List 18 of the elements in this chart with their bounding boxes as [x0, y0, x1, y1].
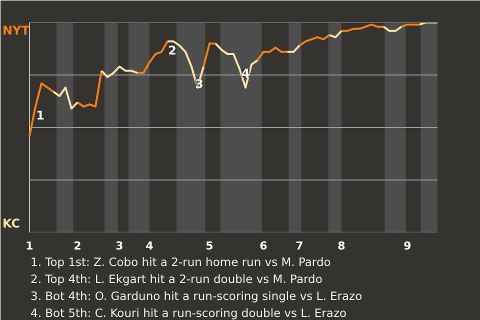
x-tick-label: 9 — [404, 240, 412, 252]
x-tick-label: 8 — [338, 240, 346, 252]
annotation: 3 — [195, 76, 204, 91]
annotation: 2 — [168, 43, 176, 58]
x-tick-label: 7 — [296, 240, 304, 252]
x-tick-label: 3 — [116, 240, 124, 252]
x-tick-label: 2 — [74, 240, 82, 252]
x-tick-label: 5 — [206, 240, 214, 252]
text: 2. Top 4th: L. Ekgart hit a 2-run double vs M. Pardo — [30, 272, 322, 286]
text: 4. Bot 5th: C. Kouri hit a run-scoring double vs L. Erazo — [30, 306, 347, 320]
x-tick-label: 6 — [260, 240, 268, 252]
text: KC — [2, 216, 20, 230]
annotation: 1 — [36, 108, 44, 122]
text: 1. Top 1st: Z. Cobo hit a 2-run home run vs M. Pardo — [30, 255, 331, 269]
annotation: 4 — [241, 66, 250, 80]
x-tick-label: 1 — [26, 240, 34, 252]
text: 3. Bot 4th: O. Garduno hit a run-scoring single vs L. Erazo — [30, 289, 362, 303]
x-tick-label: 4 — [146, 240, 154, 252]
